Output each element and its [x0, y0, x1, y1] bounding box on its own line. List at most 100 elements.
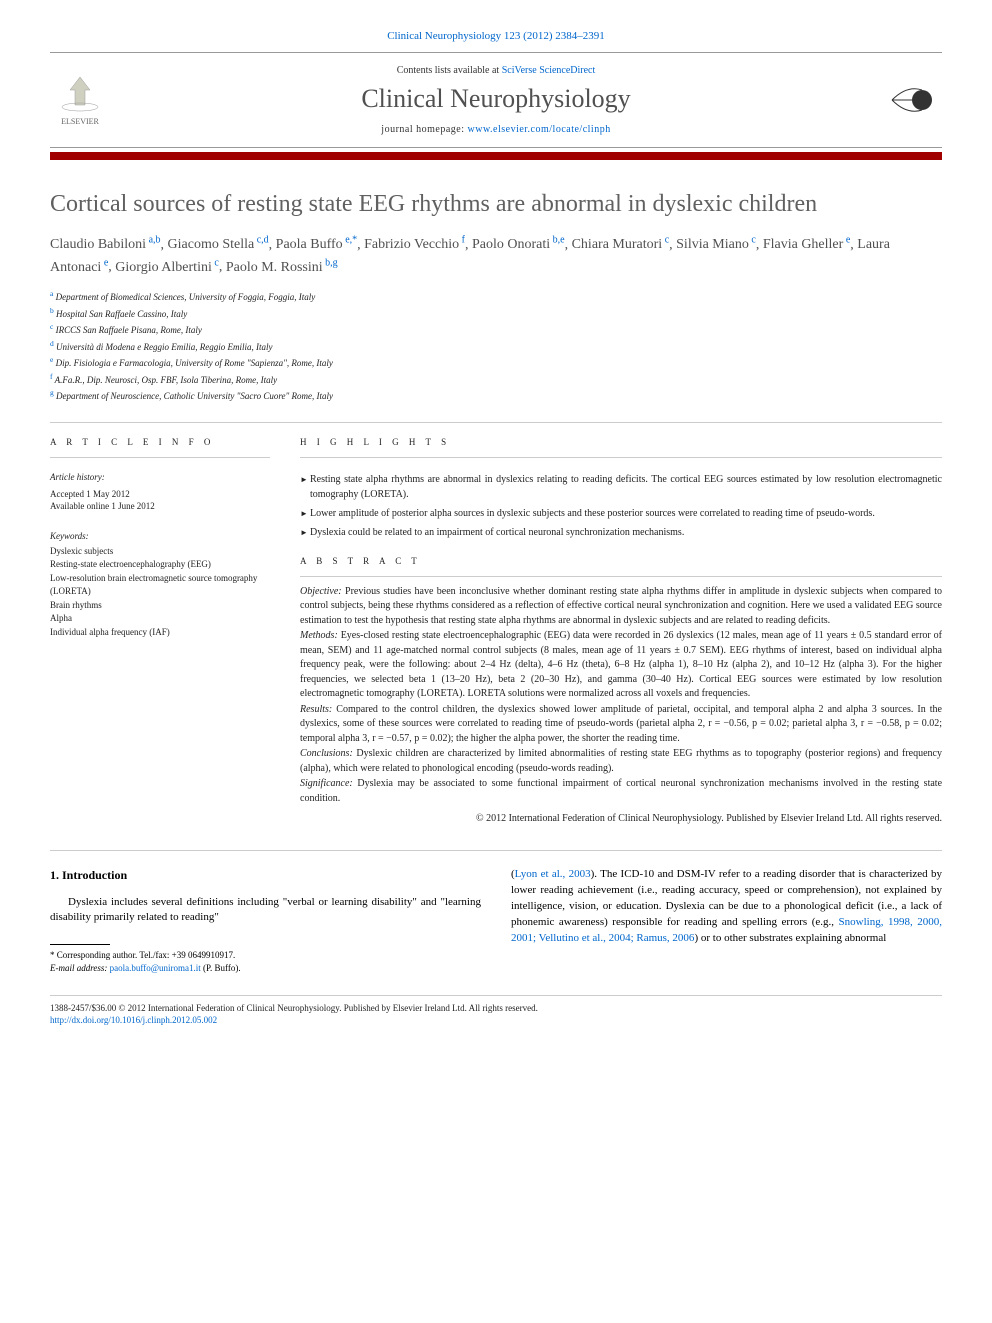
methods-label: Methods: — [300, 630, 338, 641]
author-affil-marker: c — [749, 235, 756, 246]
email-link[interactable]: paola.buffo@uniroma1.it — [110, 963, 201, 973]
affiliation: a Department of Biomedical Sciences, Uni… — [50, 288, 942, 305]
intro-paragraph: Dyslexia includes several definitions in… — [50, 895, 481, 927]
citation-link[interactable]: Lyon et al., 2003 — [515, 868, 591, 880]
author-affil-marker: b,g — [323, 257, 338, 268]
journal-homepage-line: journal homepage: www.elsevier.com/locat… — [110, 124, 882, 135]
author: Paolo Onorati b,e — [472, 237, 565, 252]
contents-available-line: Contents lists available at SciVerse Sci… — [110, 65, 882, 76]
footnote-divider — [50, 944, 110, 945]
email-label: E-mail address: — [50, 963, 107, 973]
section-heading: 1. Introduction — [50, 867, 481, 884]
highlights-heading: H I G H L I G H T S — [300, 437, 942, 447]
contents-prefix: Contents lists available at — [397, 65, 502, 76]
keyword: Alpha — [50, 612, 270, 626]
journal-logo-icon — [882, 70, 942, 130]
doi-link[interactable]: http://dx.doi.org/10.1016/j.clinph.2012.… — [50, 1015, 217, 1025]
affiliation: f A.Fa.R., Dip. Neurosci, Osp. FBF, Isol… — [50, 371, 942, 388]
affiliation: c IRCCS San Raffaele Pisana, Rome, Italy — [50, 321, 942, 338]
divider — [300, 576, 942, 577]
divider — [300, 457, 942, 458]
sciencedirect-link[interactable]: SciVerse ScienceDirect — [502, 65, 596, 76]
results-text: Compared to the control children, the dy… — [300, 704, 942, 744]
authors-list: Claudio Babiloni a,b, Giacomo Stella c,d… — [50, 233, 942, 278]
author-affil-marker: b,e — [550, 235, 564, 246]
divider — [50, 422, 942, 423]
homepage-prefix: journal homepage: — [381, 124, 467, 135]
conclusions-label: Conclusions: — [300, 748, 353, 759]
author: Giorgio Albertini c — [115, 260, 219, 275]
highlight-item: Dyslexia could be related to an impairme… — [300, 525, 942, 540]
elsevier-label: ELSEVIER — [61, 117, 99, 126]
keyword: Low-resolution brain electromagnetic sou… — [50, 572, 270, 599]
results-label: Results: — [300, 704, 332, 715]
abstract-text: Objective: Previous studies have been in… — [300, 585, 942, 827]
footer-divider — [50, 995, 942, 996]
affiliation: b Hospital San Raffaele Cassino, Italy — [50, 305, 942, 322]
keywords-label: Keywords: — [50, 531, 270, 541]
author-affil-marker: e — [843, 235, 850, 246]
highlight-item: Lower amplitude of posterior alpha sourc… — [300, 506, 942, 521]
journal-reference: Clinical Neurophysiology 123 (2012) 2384… — [50, 30, 942, 42]
article-info-heading: A R T I C L E I N F O — [50, 437, 270, 447]
author-affil-marker: a,b — [146, 235, 160, 246]
corresponding-line: * Corresponding author. Tel./fax: +39 06… — [50, 949, 481, 962]
email-suffix: (P. Buffo). — [203, 963, 241, 973]
divider — [50, 457, 270, 458]
objective-label: Objective: — [300, 586, 342, 597]
footer-issn-copyright: 1388-2457/$36.00 © 2012 International Fe… — [50, 1002, 942, 1015]
body-left-column: 1. Introduction Dyslexia includes severa… — [50, 867, 481, 974]
objective-text: Previous studies have been inconclusive … — [300, 586, 942, 626]
author: Fabrizio Vecchio f — [364, 237, 465, 252]
divider — [50, 850, 942, 851]
keyword: Individual alpha frequency (IAF) — [50, 626, 270, 640]
keywords-block: Keywords: Dyslexic subjectsResting-state… — [50, 531, 270, 640]
accepted-date: Accepted 1 May 2012 — [50, 488, 270, 501]
author-affil-marker: c — [662, 235, 669, 246]
corresponding-author-footnote: * Corresponding author. Tel./fax: +39 06… — [50, 949, 481, 974]
author: Chiara Muratori c — [572, 237, 670, 252]
homepage-link[interactable]: www.elsevier.com/locate/clinph — [468, 124, 611, 135]
affiliation: d Università di Modena e Reggio Emilia, … — [50, 338, 942, 355]
author-affil-marker: f — [459, 235, 465, 246]
author: Claudio Babiloni a,b — [50, 237, 161, 252]
text-fragment: ) or to other substrates explaining abno… — [694, 932, 886, 944]
highlights-abstract-column: H I G H L I G H T S Resting state alpha … — [300, 437, 942, 827]
author-affil-marker: e — [101, 257, 108, 268]
author-affil-marker: c — [212, 257, 219, 268]
affiliation: e Dip. Fisiologia e Farmacologia, Univer… — [50, 354, 942, 371]
info-abstract-columns: A R T I C L E I N F O Article history: A… — [50, 437, 942, 827]
author: Giacomo Stella c,d — [168, 237, 269, 252]
keyword: Resting-state electroencephalography (EE… — [50, 558, 270, 572]
copyright-text: © 2012 International Federation of Clini… — [300, 812, 942, 826]
journal-header: ELSEVIER Contents lists available at Sci… — [50, 52, 942, 148]
highlight-item: Resting state alpha rhythms are abnormal… — [300, 472, 942, 502]
highlights-list: Resting state alpha rhythms are abnormal… — [300, 472, 942, 540]
keyword: Dyslexic subjects — [50, 545, 270, 559]
author: Silvia Miano c — [676, 237, 756, 252]
affiliation: g Department of Neuroscience, Catholic U… — [50, 387, 942, 404]
author-affil-marker: e,* — [343, 235, 357, 246]
journal-name-block: Contents lists available at SciVerse Sci… — [110, 65, 882, 135]
author: Paola Buffo e,* — [276, 237, 357, 252]
journal-name: Clinical Neurophysiology — [110, 84, 882, 114]
significance-text: Dyslexia may be associated to some funct… — [300, 778, 942, 804]
article-history-label: Article history: — [50, 472, 270, 482]
elsevier-logo: ELSEVIER — [50, 70, 110, 130]
author: Paolo M. Rossini b,g — [226, 260, 338, 275]
body-columns: 1. Introduction Dyslexia includes severa… — [50, 867, 942, 974]
author-affil-marker: c,d — [254, 235, 268, 246]
author: Flavia Gheller e — [763, 237, 850, 252]
affiliations-list: a Department of Biomedical Sciences, Uni… — [50, 288, 942, 404]
abstract-heading: A B S T R A C T — [300, 556, 942, 566]
online-date: Available online 1 June 2012 — [50, 500, 270, 513]
conclusions-text: Dyslexic children are characterized by l… — [300, 748, 942, 774]
intro-continuation: (Lyon et al., 2003). The ICD-10 and DSM-… — [511, 867, 942, 947]
body-right-column: (Lyon et al., 2003). The ICD-10 and DSM-… — [511, 867, 942, 974]
article-info-column: A R T I C L E I N F O Article history: A… — [50, 437, 270, 827]
article-title: Cortical sources of resting state EEG rh… — [50, 190, 942, 219]
keyword: Brain rhythms — [50, 599, 270, 613]
methods-text: Eyes-closed resting state electroencepha… — [300, 630, 942, 699]
red-divider-bar — [50, 152, 942, 160]
significance-label: Significance: — [300, 778, 353, 789]
